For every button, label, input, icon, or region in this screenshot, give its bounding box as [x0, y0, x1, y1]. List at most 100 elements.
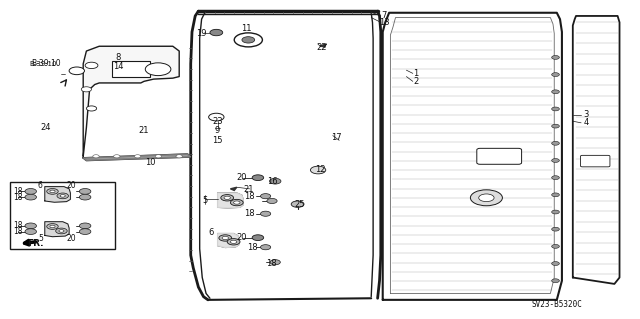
Text: 6: 6 [38, 181, 43, 190]
Circle shape [479, 194, 494, 202]
Text: SV23-B5320C: SV23-B5320C [531, 300, 582, 309]
Circle shape [552, 262, 559, 265]
Text: 3: 3 [584, 110, 589, 119]
Circle shape [57, 193, 68, 199]
Circle shape [145, 63, 171, 76]
Text: 20: 20 [237, 173, 247, 182]
Text: 24: 24 [41, 123, 51, 132]
Text: B-39·10: B-39·10 [30, 61, 57, 67]
Circle shape [552, 73, 559, 77]
Polygon shape [230, 187, 237, 190]
Polygon shape [45, 222, 69, 237]
Polygon shape [320, 44, 326, 47]
Circle shape [69, 67, 84, 75]
Circle shape [234, 33, 262, 47]
Circle shape [156, 155, 161, 158]
Circle shape [25, 223, 36, 229]
Polygon shape [45, 187, 70, 202]
Circle shape [552, 193, 559, 197]
Circle shape [260, 245, 271, 250]
Circle shape [222, 236, 228, 240]
Circle shape [552, 210, 559, 214]
Circle shape [79, 223, 91, 229]
Circle shape [25, 229, 36, 234]
Circle shape [552, 56, 559, 59]
Polygon shape [83, 46, 179, 156]
FancyBboxPatch shape [112, 61, 150, 77]
Text: B-39·10: B-39·10 [31, 59, 61, 68]
Text: 10: 10 [145, 158, 156, 167]
Text: FR.: FR. [27, 239, 44, 248]
Circle shape [60, 195, 65, 197]
Circle shape [209, 113, 224, 121]
Text: 6: 6 [209, 228, 214, 237]
Text: 5: 5 [38, 234, 43, 243]
Circle shape [25, 189, 36, 194]
Circle shape [79, 189, 91, 194]
Text: 8: 8 [116, 53, 121, 62]
Circle shape [86, 106, 97, 111]
Circle shape [210, 29, 223, 36]
Text: 18: 18 [266, 259, 276, 268]
Circle shape [552, 90, 559, 94]
Circle shape [81, 87, 92, 92]
Text: 9: 9 [215, 126, 220, 135]
Circle shape [56, 228, 67, 234]
Text: 19: 19 [196, 29, 207, 38]
Circle shape [552, 227, 559, 231]
Text: 14: 14 [113, 63, 124, 71]
Circle shape [552, 244, 559, 248]
Circle shape [59, 230, 64, 232]
Text: 16: 16 [267, 177, 277, 186]
Text: 2: 2 [413, 77, 419, 86]
Circle shape [134, 155, 141, 158]
Text: 21: 21 [139, 126, 149, 135]
Circle shape [552, 159, 559, 162]
Polygon shape [83, 154, 191, 160]
Circle shape [47, 189, 58, 194]
Circle shape [252, 175, 264, 181]
Circle shape [242, 37, 255, 43]
Circle shape [227, 239, 240, 245]
Circle shape [93, 155, 99, 158]
Text: 17: 17 [331, 133, 341, 142]
Circle shape [552, 279, 559, 283]
Text: 11: 11 [241, 24, 252, 33]
Circle shape [114, 155, 120, 158]
Text: 25: 25 [294, 200, 305, 209]
Circle shape [230, 199, 243, 206]
Text: 18: 18 [248, 243, 258, 252]
Circle shape [269, 178, 281, 184]
Polygon shape [218, 234, 239, 248]
Circle shape [176, 155, 182, 158]
Text: 23: 23 [212, 117, 223, 126]
Text: 18: 18 [244, 192, 255, 201]
Circle shape [50, 225, 55, 228]
Circle shape [219, 235, 232, 241]
Circle shape [79, 229, 91, 234]
Text: 18: 18 [13, 187, 22, 196]
Circle shape [504, 152, 520, 160]
Circle shape [267, 198, 277, 204]
Circle shape [291, 201, 304, 207]
FancyBboxPatch shape [477, 148, 522, 164]
Text: 21: 21 [243, 185, 253, 194]
Text: 18: 18 [244, 209, 255, 218]
Text: 1: 1 [413, 69, 419, 78]
Text: 5: 5 [202, 197, 207, 205]
Circle shape [221, 195, 234, 201]
Circle shape [25, 194, 36, 200]
Circle shape [552, 107, 559, 111]
Circle shape [470, 190, 502, 206]
FancyBboxPatch shape [10, 182, 115, 249]
Polygon shape [218, 193, 243, 208]
Text: 20: 20 [67, 234, 77, 243]
FancyBboxPatch shape [580, 155, 610, 167]
Circle shape [310, 166, 326, 174]
Circle shape [552, 124, 559, 128]
Circle shape [50, 190, 55, 193]
Circle shape [230, 240, 237, 243]
Circle shape [79, 194, 91, 200]
Text: 7: 7 [381, 11, 387, 20]
Text: 4: 4 [584, 118, 589, 127]
